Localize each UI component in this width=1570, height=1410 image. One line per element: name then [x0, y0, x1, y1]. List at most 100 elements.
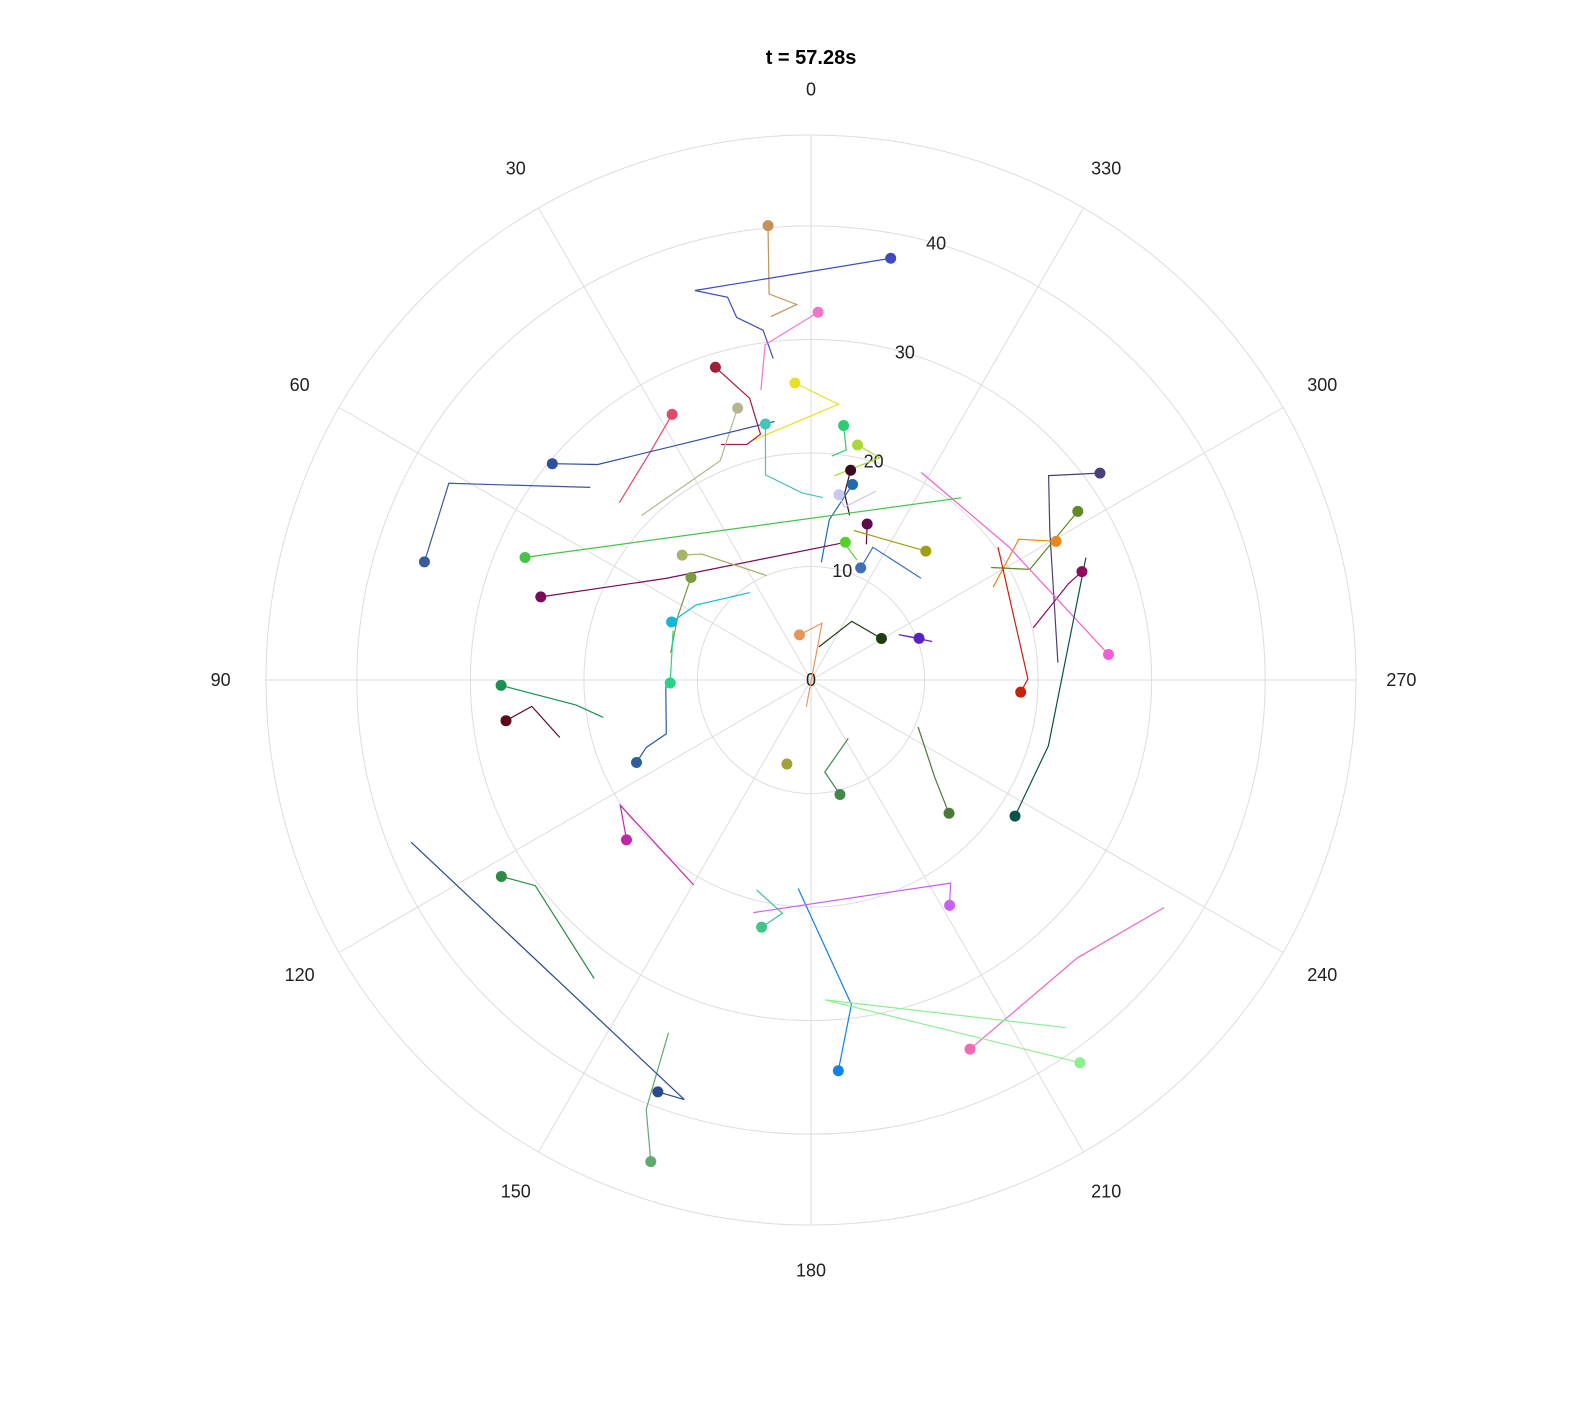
data-point	[1072, 505, 1084, 517]
trail-line	[618, 414, 673, 503]
theta-tick-label: 90	[211, 670, 231, 690]
theta-tick-label: 330	[1091, 159, 1121, 179]
data-point	[1074, 1057, 1086, 1069]
data-point	[885, 252, 897, 264]
data-point	[839, 536, 851, 548]
trail-line	[797, 888, 853, 1071]
grid-spoke	[810, 407, 1284, 681]
trail-line	[505, 705, 561, 738]
grid-spoke	[338, 407, 812, 681]
data-point	[812, 306, 824, 318]
data-point	[759, 418, 771, 430]
data-point	[500, 715, 512, 727]
trail-line	[525, 497, 962, 558]
trail-line	[635, 686, 667, 763]
data-point	[1015, 686, 1027, 698]
trail-line	[824, 999, 1081, 1064]
trail-line	[645, 1032, 670, 1162]
trail-line	[920, 472, 1109, 655]
trail-line	[824, 737, 849, 795]
chart-title: t = 57.28s	[766, 47, 857, 69]
data-point	[418, 556, 430, 568]
data-point	[685, 572, 697, 584]
grid-spoke	[810, 207, 1084, 681]
data-point	[652, 1086, 664, 1098]
trail-line	[756, 889, 784, 928]
data-point	[944, 899, 956, 911]
data-point	[920, 545, 932, 557]
data-point	[855, 562, 867, 574]
data-point	[1076, 566, 1088, 578]
data-point	[666, 408, 678, 420]
theta-tick-label: 180	[796, 1260, 826, 1280]
trail-line	[969, 907, 1165, 1050]
trail-line	[992, 538, 1057, 588]
data-point	[756, 921, 768, 933]
r-tick-label: 40	[926, 233, 946, 253]
trail-line	[764, 423, 823, 499]
data-point	[838, 419, 850, 431]
data-point	[794, 629, 806, 641]
trail-line	[669, 630, 674, 683]
trail-line	[671, 592, 750, 623]
grid-spoke	[338, 679, 812, 953]
data-point	[781, 758, 793, 770]
trail-line	[500, 684, 604, 718]
data-point	[833, 489, 845, 501]
trail-line	[818, 620, 882, 648]
trail-line	[1032, 571, 1083, 629]
trail-lines	[410, 225, 1165, 1162]
data-point	[1094, 467, 1106, 479]
trail-line	[423, 482, 591, 562]
trail-line	[753, 882, 952, 914]
theta-tick-label: 120	[285, 965, 315, 985]
trail-line	[694, 257, 891, 359]
data-point	[519, 551, 531, 563]
data-point	[762, 220, 774, 232]
data-point	[834, 788, 846, 800]
trail-line	[501, 875, 595, 979]
trail-line	[540, 541, 849, 598]
data-point	[620, 834, 632, 846]
grid-spoke	[810, 679, 1084, 1153]
theta-tick-label: 240	[1307, 965, 1337, 985]
data-point	[789, 377, 801, 389]
trail-line	[767, 225, 799, 318]
r-tick-label: 10	[832, 561, 852, 581]
trail-line	[1014, 557, 1087, 817]
data-point	[732, 402, 744, 414]
data-points	[418, 220, 1115, 1168]
data-point	[495, 679, 507, 691]
data-point	[1050, 535, 1062, 547]
data-point	[1103, 648, 1115, 660]
grid-spoke	[538, 207, 812, 681]
data-point	[861, 518, 873, 530]
data-point	[535, 591, 547, 603]
r-tick-label: 30	[895, 343, 915, 363]
data-point	[645, 1156, 657, 1168]
data-point	[709, 361, 721, 373]
theta-tick-label: 30	[506, 159, 526, 179]
data-point	[875, 633, 887, 645]
data-point	[852, 439, 864, 451]
trail-line	[682, 553, 767, 577]
data-point	[664, 677, 676, 689]
trail-line	[917, 726, 950, 814]
data-point	[943, 807, 955, 819]
data-point	[630, 756, 642, 768]
theta-tick-label: 210	[1091, 1181, 1121, 1201]
data-point	[495, 871, 507, 883]
trail-line	[799, 622, 823, 707]
theta-tick-label: 270	[1386, 670, 1416, 690]
trail-line	[831, 425, 847, 457]
data-point	[1009, 810, 1021, 822]
theta-tick-label: 60	[290, 375, 310, 395]
trail-line	[552, 420, 775, 466]
theta-tick-label: 0	[806, 80, 816, 100]
theta-tick-label: 150	[501, 1181, 531, 1201]
data-point	[845, 464, 857, 476]
data-point	[666, 616, 678, 628]
trail-line	[714, 366, 762, 446]
